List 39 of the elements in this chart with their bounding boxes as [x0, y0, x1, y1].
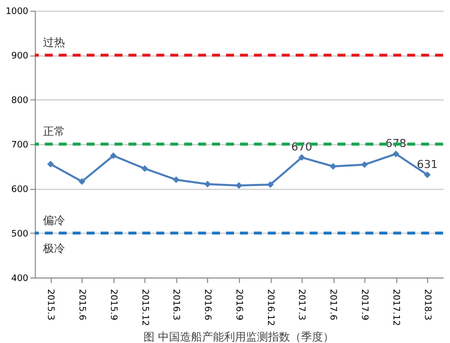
- x-tick-label: 2015.3: [45, 288, 56, 320]
- x-tick-label: 2017.12: [390, 288, 400, 326]
- point: [236, 182, 242, 189]
- point: [392, 150, 400, 158]
- x-tick-label: 2016.3: [170, 288, 181, 320]
- x-tick-label: 2018.3: [422, 288, 432, 320]
- y-tick-label: 700: [11, 140, 29, 151]
- point: [110, 152, 117, 160]
- point: [172, 176, 180, 184]
- y-tick-label: 500: [11, 230, 29, 240]
- x-tick-label: 2015.9: [108, 288, 118, 321]
- point: [47, 160, 54, 168]
- point: [78, 178, 86, 185]
- point: [361, 161, 368, 168]
- point: [330, 163, 336, 170]
- point: [204, 180, 211, 188]
- x-tick-label: 2016.9: [233, 288, 244, 321]
- x-tick-label: 2017.3: [296, 288, 306, 320]
- point: [298, 154, 306, 161]
- y-tick-label: 600: [11, 185, 29, 196]
- ref-line-label: 偏冷: [42, 214, 65, 228]
- point: [141, 165, 148, 172]
- y-tick-label: 900: [11, 52, 29, 62]
- x-tick-label: 2015.12: [139, 288, 150, 326]
- y-tick-label: 800: [11, 96, 29, 106]
- x-tick-label: 2017.6: [328, 288, 338, 321]
- data-label: 631: [416, 158, 438, 171]
- point: [267, 181, 274, 188]
- point: [424, 171, 431, 178]
- ref-line-label: 正常: [42, 125, 65, 138]
- x-tick-label: 2016.6: [202, 288, 212, 321]
- x-tick-label: 2017.9: [359, 288, 370, 321]
- ref-line-label: 过热: [42, 36, 65, 50]
- annotation: 极冷: [42, 242, 65, 255]
- y-tick-label: 1000: [6, 7, 29, 18]
- x-tick-label: 2015.6: [76, 288, 86, 321]
- text: 图 中国造船产能利用监测指数（季度）: [144, 330, 334, 343]
- y-tick-label: 400: [11, 274, 29, 284]
- x-tick-label: 2016.12: [264, 288, 275, 326]
